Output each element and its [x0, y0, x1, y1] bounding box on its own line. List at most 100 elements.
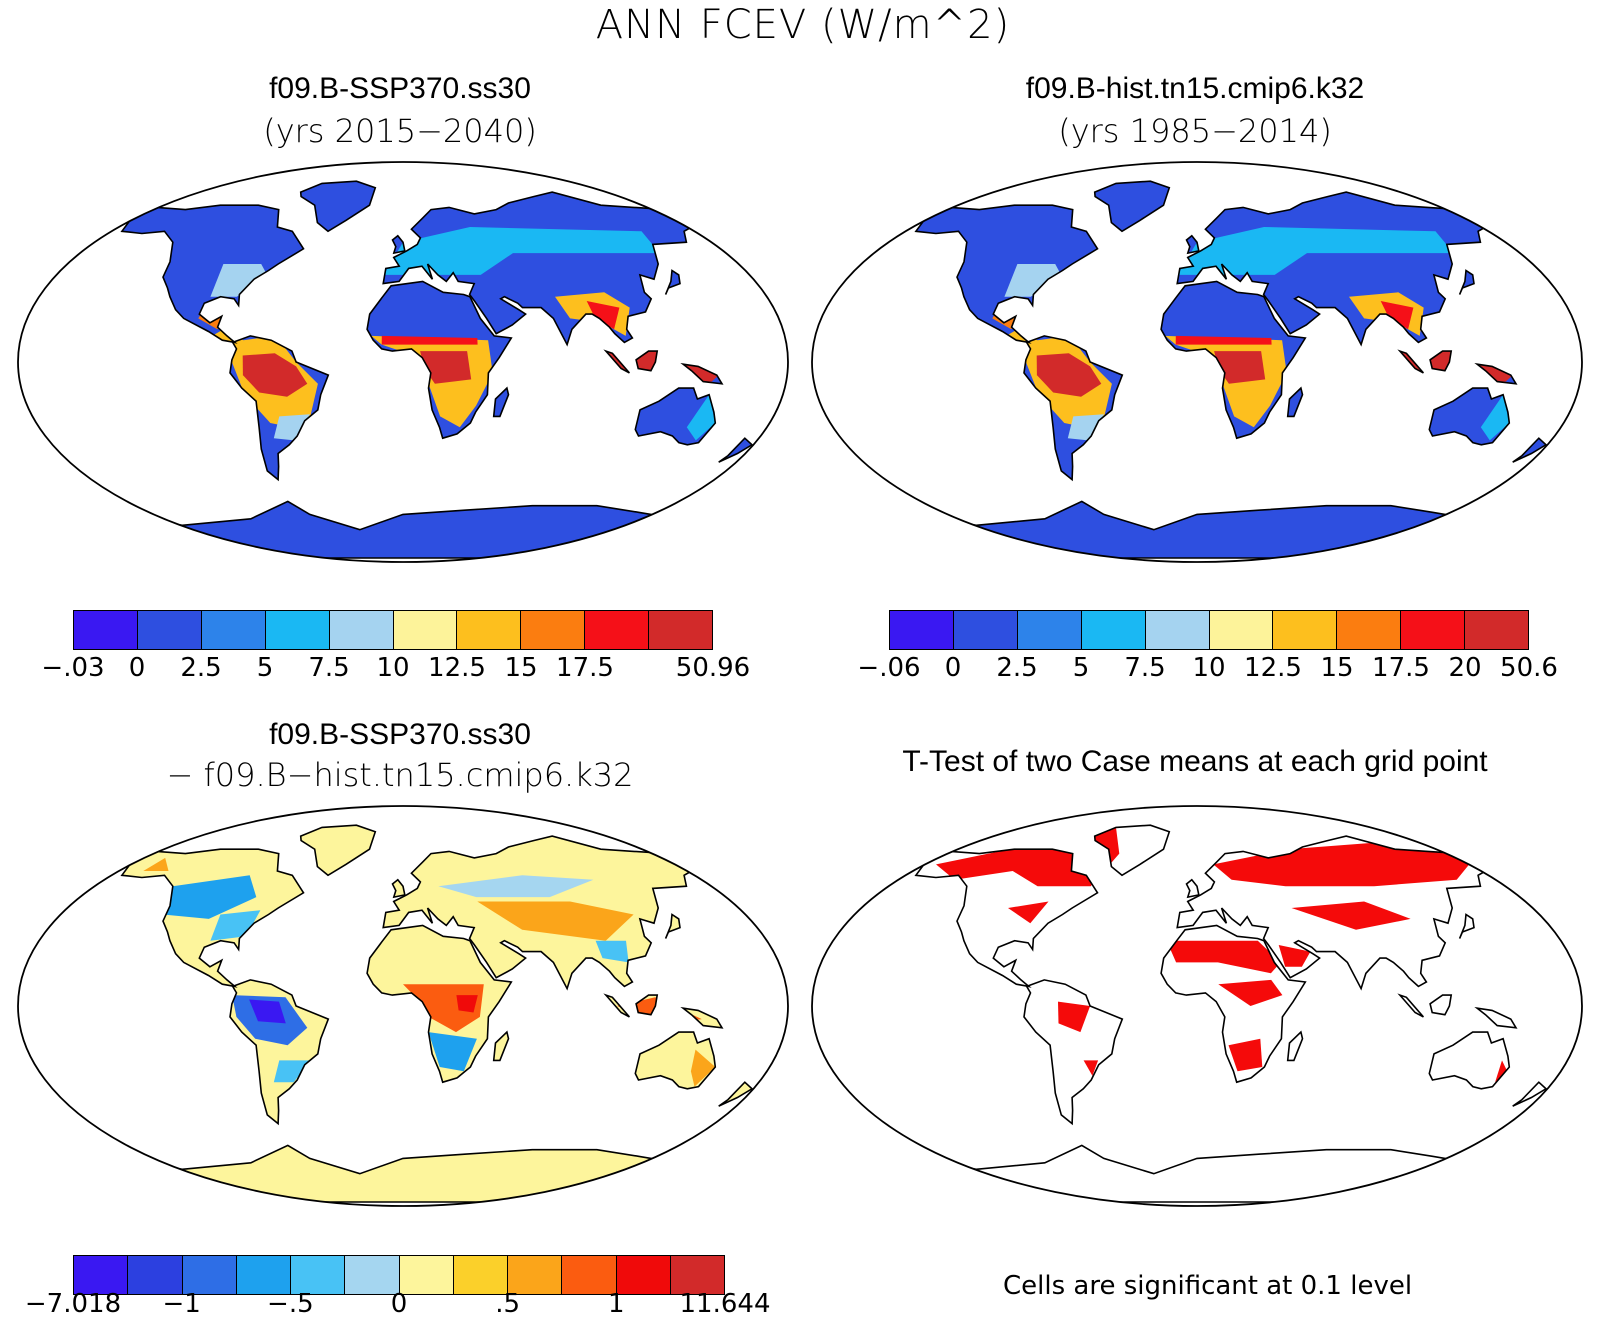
- panel-diff-subtitle: − f09.B−hist.tn15.cmip6.k32: [166, 756, 634, 794]
- case2-coastline-uk: [1185, 234, 1200, 255]
- diff-value-region: [249, 999, 286, 1024]
- colorbar-swatch: [953, 611, 1018, 649]
- colorbar-tick-label: .5: [495, 1289, 521, 1319]
- colorbar-swatch: [585, 611, 650, 649]
- case1-value-region: [273, 414, 310, 441]
- colorbar-tick-label: 5: [1072, 653, 1090, 683]
- case1-coastline-newguinea: [680, 362, 724, 385]
- figure-title: ANN FCEV (W/m^2): [595, 2, 1011, 48]
- ttest-coastline-sumatra: [1397, 993, 1425, 1018]
- ttest-coastline-africa: [1160, 924, 1307, 1084]
- colorbar-swatch: [1465, 611, 1529, 649]
- diff-coastline-sumatra: [603, 993, 631, 1018]
- panel-diff-title: f09.B-SSP370.ss30: [269, 718, 531, 751]
- diff-coastline-africa: [366, 924, 513, 1084]
- map-case2-canvas: [811, 161, 1583, 563]
- diff-coastline-newguinea: [680, 1006, 724, 1029]
- colorbar-tick-label: 17.5: [1372, 653, 1430, 683]
- ttest-value-region: [1228, 1038, 1263, 1072]
- diff-land-greenland: [300, 825, 376, 876]
- colorbar-tick-label: 11.644: [679, 1289, 771, 1319]
- map-diff: [12, 802, 794, 1210]
- case2-value-region: [1177, 227, 1454, 275]
- ttest-land-borneo: [1430, 995, 1452, 1015]
- ttest-coastline-greenland: [1093, 824, 1171, 877]
- colorbar-case2: [889, 610, 1529, 650]
- ttest-coastline-borneo: [1429, 994, 1453, 1016]
- diff-coastline-eurasia: [382, 835, 701, 991]
- case2-land-antarctica: [917, 501, 1471, 558]
- diff-value-region: [428, 1032, 477, 1072]
- case2-land-namerica: [915, 205, 1098, 343]
- colorbar-swatch: [457, 611, 522, 649]
- diff-coastline-nz: [718, 1081, 754, 1107]
- colorbar-tick-label: 2.5: [180, 653, 222, 683]
- colorbar-swatch: [453, 1256, 508, 1294]
- diff-value-region: [690, 1049, 716, 1087]
- diff-value-region: [438, 875, 594, 898]
- case1-map-border: [17, 161, 789, 563]
- colorbar-swatch: [616, 1256, 671, 1294]
- panel-ttest-title: T-Test of two Case means at each grid po…: [902, 745, 1488, 778]
- ttest-land-sumatra: [1399, 995, 1424, 1017]
- case2-land-nz: [1512, 438, 1546, 463]
- colorbar-swatch: [399, 1256, 454, 1294]
- map-ttest-canvas: [811, 805, 1583, 1207]
- case1-land-greenland: [300, 181, 376, 232]
- diff-land-newguinea: [683, 1008, 722, 1028]
- ttest-value-region: [1218, 979, 1283, 1006]
- case2-value-region: [1036, 353, 1102, 397]
- ttest-coastline-namerica: [914, 848, 1099, 988]
- significance-note: Cells are significant at 0.1 level: [1003, 1271, 1413, 1301]
- ttest-value-region: [1495, 1060, 1508, 1083]
- ttest-value-region: [1291, 901, 1411, 930]
- colorbar-tick-label: 15: [504, 653, 538, 683]
- colorbar-swatch: [74, 611, 138, 649]
- ttest-coastline-eurasia: [1176, 835, 1495, 991]
- colorbar-swatch: [137, 611, 202, 649]
- colorbar-swatch: [236, 1256, 291, 1294]
- case1-coastline-greenland: [299, 180, 377, 233]
- colorbar-tick-label: 5: [256, 653, 274, 683]
- ttest-value-region: [1083, 1060, 1099, 1076]
- case1-value-region: [383, 227, 660, 275]
- colorbar-tick-label: 17.5: [556, 653, 614, 683]
- case2-coastline-namerica: [914, 204, 1099, 344]
- diff-map-border: [17, 805, 789, 1207]
- case1-coastline-namerica: [120, 204, 305, 344]
- colorbar-swatch: [393, 611, 458, 649]
- panel-case1-title: f09.B-SSP370.ss30: [269, 72, 531, 105]
- colorbar-tick-label: 50.96: [675, 653, 751, 683]
- ttest-land-japan: [1459, 914, 1474, 939]
- case2-coastline-greenland: [1093, 180, 1171, 233]
- case1-coastline-africa: [366, 280, 513, 440]
- ttest-coastline-uk: [1185, 878, 1200, 899]
- map-case1-canvas: [17, 161, 789, 563]
- colorbar-tick-label: 10: [376, 653, 410, 683]
- colorbar-swatch: [670, 1256, 724, 1294]
- case1-land-antarctica: [123, 501, 677, 558]
- case2-value-region: [1004, 264, 1062, 297]
- colorbar-case1-labels: −.03 0 2.5 5 7.5 10 12.5 15 17.5 50.96: [41, 653, 750, 689]
- diff-value-region: [477, 901, 634, 941]
- colorbar-swatch: [1081, 611, 1146, 649]
- colorbar-tick-label: 12.5: [1244, 653, 1302, 683]
- case2-coastline-sumatra: [1397, 349, 1425, 374]
- ttest-coastline-australia: [1428, 1031, 1511, 1090]
- case1-value-region: [586, 301, 620, 330]
- ttest-map-border: [811, 805, 1583, 1207]
- diff-value-region: [143, 857, 169, 871]
- colorbar-tick-label: −1: [162, 1289, 201, 1319]
- case2-coastline-japan: [1458, 269, 1475, 295]
- case1-coastline-nz: [718, 437, 754, 463]
- ttest-value-region: [1278, 945, 1311, 967]
- colorbar-tick-label: 15: [1320, 653, 1354, 683]
- ttest-land-antarctica: [917, 1145, 1471, 1202]
- colorbar-swatch: [1401, 611, 1466, 649]
- colorbar-swatch: [265, 611, 330, 649]
- diff-land-japan: [665, 914, 680, 939]
- colorbar-swatch: [508, 1256, 563, 1294]
- colorbar-swatch: [1145, 611, 1210, 649]
- case2-coastline-newguinea: [1474, 362, 1518, 385]
- case1-coastline-uk: [391, 234, 406, 255]
